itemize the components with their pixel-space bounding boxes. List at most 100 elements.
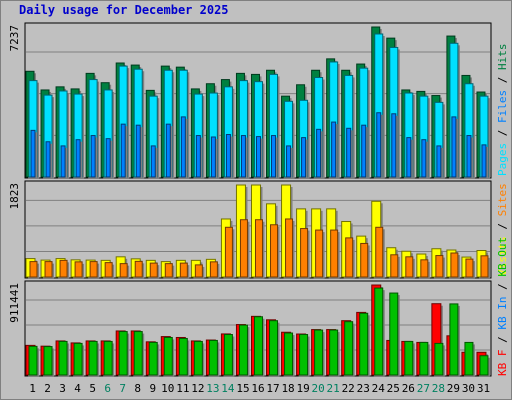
bar-face xyxy=(118,331,128,376)
bar-kb-out xyxy=(374,287,385,377)
legend-separator: / xyxy=(496,70,509,90)
bar-sites xyxy=(179,262,190,279)
day-label: 22 xyxy=(342,382,355,395)
bar-kb-out xyxy=(193,340,205,377)
bar-face xyxy=(179,262,188,278)
bar-face xyxy=(209,261,218,278)
day-label: 17 xyxy=(266,382,279,395)
bar-face xyxy=(163,336,173,376)
bar-face xyxy=(133,331,143,376)
bar-face xyxy=(286,145,292,178)
bar-face xyxy=(330,229,339,278)
day-label: 8 xyxy=(134,382,141,395)
bar-files xyxy=(90,135,98,179)
bar-face xyxy=(361,124,367,178)
bar-files xyxy=(105,138,113,179)
bar-sites xyxy=(270,224,280,279)
bar-face xyxy=(465,258,474,278)
bar-files xyxy=(391,113,398,179)
bar-files xyxy=(436,145,443,179)
bar-face xyxy=(225,134,231,178)
bar-face xyxy=(344,321,354,376)
bar-files xyxy=(225,134,233,179)
bar-face xyxy=(404,340,414,376)
bar-face xyxy=(134,260,143,278)
bar-files xyxy=(466,135,473,179)
chart-title: Daily usage for December 2025 xyxy=(19,3,229,17)
bar-face xyxy=(254,219,263,278)
y-max-label-visits-sites: 1823 xyxy=(8,183,21,210)
bar-face xyxy=(436,145,442,178)
day-label: 30 xyxy=(462,382,475,395)
bar-face xyxy=(238,324,248,376)
bar-kb-out xyxy=(464,341,475,377)
legend-item: KB In xyxy=(496,297,509,330)
bar-face xyxy=(45,141,51,178)
bar-sites xyxy=(435,255,445,279)
bar-face xyxy=(103,340,113,376)
bar-files xyxy=(376,112,383,179)
bar-face xyxy=(223,334,233,376)
day-label: 25 xyxy=(387,382,400,395)
bar-face xyxy=(374,287,384,376)
bar-files xyxy=(75,139,83,179)
bar-files xyxy=(255,136,263,179)
bar-files xyxy=(150,145,158,179)
bar-face xyxy=(316,128,322,178)
day-label: 4 xyxy=(74,382,81,395)
bar-face xyxy=(208,339,218,376)
bar-kb-out xyxy=(73,342,85,377)
bar-face xyxy=(43,346,53,376)
bar-face xyxy=(193,340,203,376)
bar-sites xyxy=(405,256,415,279)
day-label: 16 xyxy=(251,382,264,395)
bar-face xyxy=(29,261,38,278)
bar-face xyxy=(239,219,248,278)
bar-face xyxy=(148,341,158,376)
day-label: 11 xyxy=(176,382,189,395)
day-label: 3 xyxy=(59,382,66,395)
bar-face xyxy=(120,123,126,178)
bar-face xyxy=(75,139,81,178)
bar-face xyxy=(389,292,399,376)
bar-files xyxy=(120,123,128,179)
bar-face xyxy=(434,342,444,376)
bar-face xyxy=(421,139,427,178)
bar-sites xyxy=(194,264,205,279)
bar-face xyxy=(240,135,246,178)
bar-face xyxy=(28,345,38,376)
day-label: 10 xyxy=(161,382,174,395)
legend-item: KB F xyxy=(496,350,509,377)
bar-face xyxy=(60,145,66,178)
bar-kb-out xyxy=(284,332,295,377)
legend-separator: / xyxy=(496,123,509,143)
day-label: 15 xyxy=(236,382,249,395)
bar-face xyxy=(270,224,279,278)
bar-sites xyxy=(450,252,460,279)
bar-kb-out xyxy=(178,337,190,377)
bar-face xyxy=(376,112,382,178)
bar-kb-out xyxy=(163,336,175,377)
bar-files xyxy=(451,116,458,179)
bar-files xyxy=(165,123,173,179)
legend-item: KB Out xyxy=(496,237,509,277)
bar-face xyxy=(435,255,444,278)
bar-sites xyxy=(315,229,325,279)
day-label: 20 xyxy=(312,382,325,395)
bar-files xyxy=(346,127,353,179)
day-label: 9 xyxy=(149,382,156,395)
bar-face xyxy=(391,113,397,178)
legend-item: Visits xyxy=(496,236,509,276)
bar-sites xyxy=(134,260,145,279)
bar-sites xyxy=(149,262,160,279)
bar-face xyxy=(224,226,233,278)
bar-face xyxy=(210,136,216,178)
bar-files xyxy=(180,116,188,179)
bar-face xyxy=(481,144,487,178)
bar-face xyxy=(315,229,324,278)
day-label: 2 xyxy=(44,382,51,395)
day-label: 18 xyxy=(281,382,294,395)
bar-files xyxy=(135,124,143,179)
bar-face xyxy=(285,218,294,278)
